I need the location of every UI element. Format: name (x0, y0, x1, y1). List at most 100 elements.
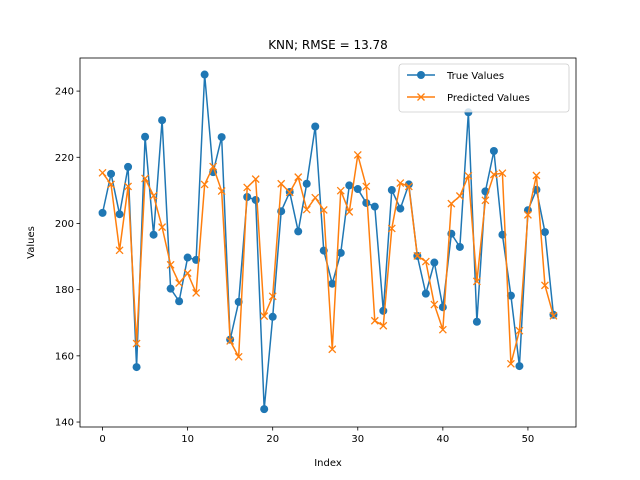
point-1-20 (268, 292, 277, 301)
plot-area: 0 10 20 30 40 50 140 160 180 200 220 240 (55, 57, 577, 445)
legend-marker-predicted (417, 93, 425, 101)
series-layer (98, 70, 558, 414)
point-0-7 (158, 116, 167, 125)
point-1-14 (217, 187, 226, 195)
y-tick-label-240: 240 (55, 87, 74, 98)
point-1-33 (379, 321, 388, 330)
y-axis: 140 160 180 200 220 240 (55, 87, 80, 429)
point-1-12 (200, 180, 209, 189)
point-1-34 (387, 224, 396, 233)
point-1-7 (158, 223, 167, 232)
point-0-10 (183, 253, 192, 262)
point-0-42 (455, 242, 464, 251)
y-tick-label-200: 200 (55, 219, 74, 230)
point-1-36 (404, 182, 413, 191)
point-1-35 (396, 179, 405, 188)
point-1-13 (209, 162, 218, 171)
x-axis: 0 10 20 30 40 50 (99, 427, 534, 445)
point-1-29 (345, 207, 354, 216)
point-1-24 (302, 205, 311, 214)
point-1-42 (455, 192, 464, 200)
point-1-3 (124, 182, 133, 191)
point-1-11 (192, 289, 201, 297)
point-0-40 (438, 303, 447, 312)
point-1-10 (183, 269, 192, 278)
chart-title: KNN; RMSE = 13.78 (268, 38, 388, 52)
point-1-25 (311, 193, 320, 202)
point-1-22 (285, 188, 294, 197)
point-0-20 (268, 312, 277, 321)
point-1-49 (515, 326, 524, 335)
point-0-0 (98, 208, 107, 217)
point-0-32 (370, 202, 379, 211)
x-axis-label: Index (314, 458, 342, 469)
point-1-32 (370, 316, 379, 325)
legend-label-true: True Values (446, 71, 504, 82)
point-0-30 (353, 185, 362, 194)
legend-label-predicted: Predicted Values (447, 93, 530, 104)
point-0-52 (540, 228, 549, 237)
x-tick-label-40: 40 (436, 434, 449, 445)
point-0-9 (175, 297, 184, 306)
point-1-0 (98, 168, 107, 177)
point-1-38 (421, 257, 430, 266)
point-1-44 (472, 277, 481, 286)
point-0-24 (302, 179, 311, 188)
x-tick-label-20: 20 (266, 434, 279, 445)
plot-frame (79, 57, 577, 428)
series-line-1 (101, 154, 555, 365)
point-1-30 (353, 151, 362, 159)
point-0-6 (149, 230, 158, 239)
point-1-18 (251, 175, 260, 184)
legend: True Values Predicted Values (398, 63, 570, 113)
point-1-8 (166, 260, 175, 269)
point-0-27 (328, 279, 337, 288)
x-tick-label-0: 0 (99, 434, 105, 445)
legend-box (398, 63, 570, 113)
point-0-14 (217, 133, 226, 142)
point-0-38 (421, 289, 430, 298)
point-0-35 (396, 204, 405, 213)
point-0-34 (387, 186, 396, 195)
point-1-27 (328, 345, 337, 354)
point-1-53 (549, 311, 558, 320)
point-0-12 (200, 70, 209, 79)
point-1-16 (234, 352, 243, 361)
y-tick-label-160: 160 (55, 351, 74, 362)
point-0-33 (379, 306, 388, 315)
point-0-8 (166, 284, 175, 293)
point-0-25 (311, 122, 320, 131)
point-1-31 (362, 182, 371, 191)
point-1-9 (175, 279, 184, 287)
point-1-48 (506, 359, 515, 368)
point-1-47 (498, 169, 507, 178)
x-tick-label-10: 10 (181, 434, 194, 445)
point-0-29 (345, 181, 354, 190)
point-1-40 (438, 325, 447, 334)
legend-marker-true (417, 71, 425, 79)
point-1-21 (277, 179, 286, 188)
point-0-19 (260, 405, 269, 414)
point-1-2 (115, 246, 124, 255)
point-0-44 (472, 317, 481, 326)
point-1-26 (319, 205, 328, 214)
point-1-51 (532, 171, 541, 180)
point-1-1 (107, 180, 116, 189)
series-0 (98, 70, 558, 414)
point-1-28 (336, 186, 345, 195)
point-0-48 (506, 291, 515, 300)
point-0-4 (132, 363, 141, 372)
point-0-18 (251, 195, 260, 204)
point-0-2 (115, 210, 124, 219)
y-tick-label-180: 180 (55, 285, 74, 296)
y-tick-label-220: 220 (55, 153, 74, 164)
plot-background (80, 58, 576, 427)
point-1-52 (540, 281, 549, 290)
point-0-5 (141, 132, 150, 141)
point-1-45 (481, 196, 490, 205)
point-1-19 (260, 312, 269, 321)
point-0-28 (336, 248, 345, 257)
point-1-5 (141, 174, 150, 183)
series-1 (98, 151, 558, 368)
point-0-46 (489, 146, 498, 155)
